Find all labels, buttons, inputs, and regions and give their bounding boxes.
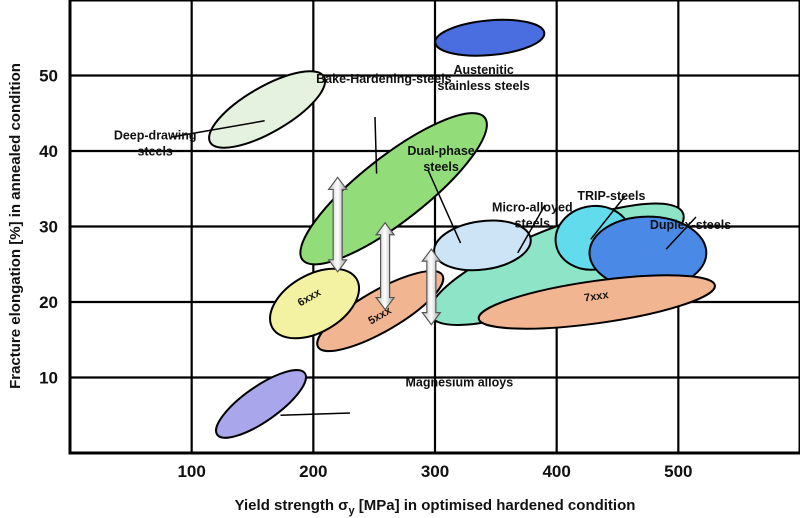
label-line: TRIP-steels <box>577 189 645 203</box>
region-7xxx <box>477 274 716 330</box>
label-line: 7xxx <box>583 289 610 304</box>
region-6xxx <box>269 267 361 340</box>
region-deep-drawing-steels <box>208 70 327 149</box>
tick-labels: 100 200 300 400 500 10 20 30 40 50 <box>39 67 692 482</box>
label-line: Duplex-steels <box>650 218 731 232</box>
region-austenitic-stainless-steels <box>434 18 546 57</box>
double-arrow <box>421 248 442 326</box>
double-arrow <box>327 176 348 273</box>
region-magnesium-alloys <box>215 369 307 439</box>
x-label-rest: [MPa] in optimised hardened condition <box>355 497 636 514</box>
leader-bake-hardening-steels <box>374 116 378 174</box>
label-line: Bake-Hardening-steels <box>316 72 452 86</box>
label-line: steels <box>423 160 458 174</box>
label-bake-hardening-steels: Bake-Hardening-steels <box>316 72 452 86</box>
label-magnesium-alloys: Magnesium alloys <box>405 376 513 390</box>
x-tick-label: 100 <box>177 462 205 481</box>
label-line: Austenitic <box>453 63 513 77</box>
label-line: stainless steels <box>437 79 529 93</box>
x-tick-label: 400 <box>542 462 570 481</box>
y-tick-label: 40 <box>39 142 58 161</box>
leader-trip-steels <box>590 195 626 240</box>
leader-magnesium-alloys <box>280 412 351 416</box>
x-tick-label: 200 <box>299 462 327 481</box>
label-deep-drawing-steels: Deep-drawing steels <box>114 129 197 159</box>
y-tick-label: 50 <box>39 67 58 86</box>
label-line: steels <box>137 145 172 159</box>
label-line: Deep-drawing <box>114 129 197 143</box>
leader-micro-alloyed-steels <box>517 204 546 254</box>
leader-lines <box>171 116 697 416</box>
region-5xxx <box>316 270 445 353</box>
label-line: Micro-alloyed <box>492 200 573 214</box>
y-tick-label: 30 <box>39 218 58 237</box>
axis-labels: Yield strength σy [MPa] in optimised har… <box>7 63 635 517</box>
label-trip-steels: TRIP-steels <box>577 189 645 203</box>
x-label-sub: y <box>348 505 355 517</box>
y-axis-label: Fracture elongation [%] in annealed cond… <box>7 63 24 389</box>
y-tick-label: 10 <box>39 369 58 388</box>
label-line: Magnesium alloys <box>405 376 513 390</box>
label-line: steels <box>515 216 550 230</box>
label-line: Dual-phase <box>407 144 474 158</box>
leader-dual-phase-steels <box>427 169 462 244</box>
label-duplex-steels: Duplex-steels <box>650 218 731 232</box>
double-arrow <box>374 221 396 311</box>
x-label-main: Yield strength σ <box>235 497 349 514</box>
leader-duplex-steels <box>665 216 697 250</box>
leader-deep-drawing-steels <box>171 120 265 138</box>
x-tick-label: 500 <box>664 462 692 481</box>
label-micro-alloyed-steels: Micro-alloyed steels <box>492 200 573 230</box>
region-bake-hardening-steels <box>299 112 488 266</box>
y-tick-label: 20 <box>39 293 58 312</box>
x-axis-label: Yield strength σy [MPa] in optimised har… <box>235 497 636 517</box>
x-tick-label: 300 <box>421 462 449 481</box>
regions <box>208 18 716 439</box>
label-dual-phase-steels: Dual-phase steels <box>407 144 474 174</box>
label-austenitic-stainless-steels: Austenitic stainless steels <box>437 63 529 93</box>
label-7xxx: 7xxx <box>583 289 610 304</box>
improvement-arrows <box>327 176 442 326</box>
